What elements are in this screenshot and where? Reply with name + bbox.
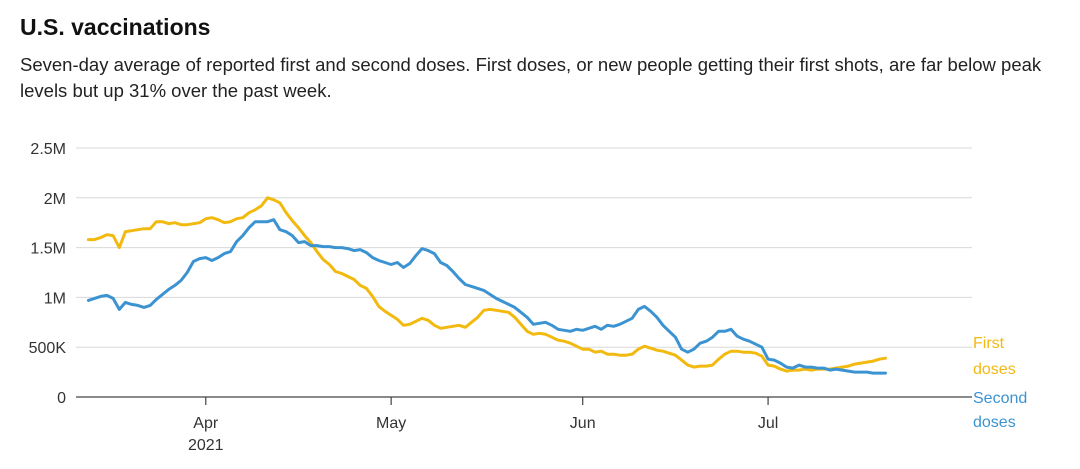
series-line-second: [86, 218, 887, 375]
y-tick-label: 2.5M: [30, 141, 66, 158]
series-labels: First doses Second doses: [973, 335, 1027, 431]
series-label-first: First: [973, 335, 1005, 352]
series-lines: [86, 196, 887, 375]
x-axis-ticks: Apr 2021 May Jun Jul: [188, 397, 778, 454]
y-axis-ticks: 0 500K 1M 1.5M 2M 2.5M: [29, 141, 67, 407]
y-tick-label: 1.5M: [30, 241, 66, 258]
series-label-second: Second: [973, 390, 1027, 407]
x-tick-label: Apr: [193, 415, 219, 432]
chart-title: U.S. vaccinations: [20, 14, 211, 40]
y-tick-label: 500K: [29, 340, 67, 357]
series-label-second: doses: [973, 414, 1016, 431]
series-label-first: doses: [973, 361, 1016, 378]
chart-subtitle: Seven-day average of reported first and …: [20, 54, 1042, 101]
x-tick-label: Jun: [570, 415, 596, 432]
y-tick-label: 1M: [44, 290, 66, 307]
x-tick-sublabel: 2021: [188, 437, 224, 454]
gridlines: [76, 147, 972, 398]
series-line-first: [86, 196, 887, 373]
x-tick-label: May: [376, 415, 406, 432]
y-tick-label: 0: [57, 390, 66, 407]
x-tick-label: Jul: [758, 415, 778, 432]
y-tick-label: 2M: [44, 191, 66, 208]
